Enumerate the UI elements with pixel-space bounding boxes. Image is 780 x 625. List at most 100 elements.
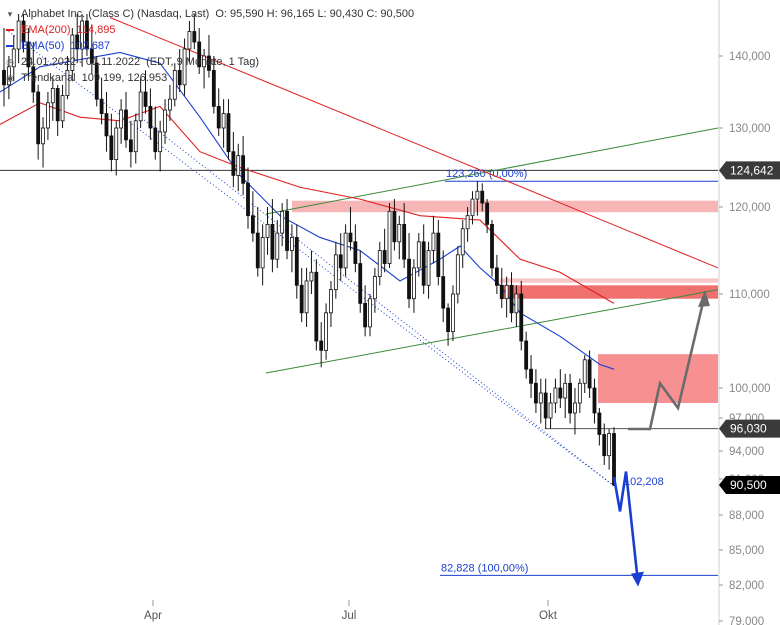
candle-body (280, 210, 285, 234)
legend-ema50[interactable]: EMA(50) 102,687 (6, 38, 414, 54)
candle-body (592, 387, 597, 414)
candle-body (285, 210, 289, 251)
candle-body (260, 237, 265, 269)
candle-body (368, 298, 372, 328)
scenario-arrow-up (628, 293, 707, 431)
clock-icon: ◷ (6, 57, 14, 67)
price-tag-label: 124,642 (730, 163, 774, 177)
candle-body (55, 88, 60, 122)
x-axis: Apr Jul Okt (144, 600, 558, 622)
candle-body (587, 359, 592, 389)
candle-body (343, 232, 348, 269)
trend-channel-lower (265, 289, 719, 374)
period-range: 24.01.2022 - 01.11.2022 (21, 56, 141, 68)
candle-body (309, 271, 314, 282)
x-tick-label: Apr (144, 610, 162, 622)
candle-body (231, 151, 236, 176)
y-axis: 79,00082,00085,00088,00091,00094,00097,0… (718, 0, 771, 625)
candle-body (573, 402, 577, 414)
candle-body (382, 250, 387, 264)
candle-body (255, 232, 260, 269)
target-icon: ◉ (6, 73, 14, 83)
candle-body (597, 412, 602, 435)
candle-body (494, 267, 499, 286)
y-tick-label: 100,000 (729, 383, 771, 395)
y-tick-label: 88,000 (729, 510, 764, 522)
ohlc-values: O: 95,590 H: 96,165 L: 90,430 C: 90,500 (215, 8, 415, 20)
candle-body (363, 302, 368, 328)
period-detail: (EDT, 9 Monate, 1 Tag) (146, 56, 259, 68)
y-tick-label: 79,000 (729, 616, 764, 625)
candle-body (236, 155, 241, 176)
candle-body (348, 232, 353, 243)
candle-body (602, 434, 607, 457)
candle-body (319, 340, 324, 351)
candle-body (451, 293, 455, 332)
candle-body (270, 223, 275, 260)
candle-body (387, 210, 392, 264)
chevron-down-icon[interactable]: ▾ (7, 9, 13, 19)
candle-body (485, 202, 490, 225)
candle-body (104, 113, 109, 137)
candle-body (519, 293, 524, 342)
candle-body (314, 271, 319, 342)
candle-body (353, 241, 358, 264)
zone-rect (500, 278, 718, 283)
candle-body (75, 34, 80, 50)
candle-body (211, 70, 216, 107)
trend-label: Trendkanal (21, 72, 76, 84)
candle-body (2, 70, 6, 86)
candle-body (538, 392, 543, 404)
candle-body (177, 70, 182, 86)
zone-rect (500, 285, 718, 299)
price-tag (719, 419, 780, 438)
candle-body (148, 106, 153, 129)
y-tick-label: 94,000 (729, 446, 764, 458)
y-tick-label: 130,000 (729, 123, 771, 135)
candle-body (26, 41, 31, 68)
candle-body (163, 109, 167, 133)
candle-body (412, 267, 416, 300)
candle-body (577, 382, 582, 404)
candle-body (70, 34, 75, 71)
y-tick-label: 82,000 (729, 580, 764, 592)
candle-body (470, 198, 475, 217)
swing-low-label: 102,208 (624, 476, 664, 488)
candle-body (514, 293, 519, 314)
price-tags: 124,642 96,030 90,500 (719, 161, 780, 494)
candle-body (265, 223, 270, 238)
candle-body (534, 382, 538, 404)
candle-body (197, 41, 202, 68)
candle-body (94, 62, 99, 100)
y-tick-label: 120,000 (729, 202, 771, 214)
candle-body (431, 232, 436, 251)
candle-body (558, 387, 563, 399)
chart-legend: ▾ Alphabet Inc. (Class C) (Nasdaq, Last)… (6, 6, 414, 86)
legend-trendkanal[interactable]: ◉ Trendkanal 109.199, 126.953 (6, 70, 414, 86)
candle-body (324, 312, 328, 351)
candle-body (299, 284, 304, 314)
candle-body (416, 241, 421, 269)
candle-body (133, 120, 138, 153)
candle-body (6, 66, 11, 86)
candle-body (509, 284, 514, 314)
candle-body (441, 276, 446, 309)
candle-body (21, 20, 26, 43)
resistance-line (109, 17, 719, 269)
candle-body (187, 31, 192, 50)
price-tag-label: 90,500 (730, 478, 767, 492)
candle-body (246, 182, 250, 217)
candle-body (475, 190, 480, 200)
candle-body (46, 102, 50, 129)
candle-body (65, 70, 70, 97)
arrow-down-head (631, 571, 644, 587)
candle-body (158, 131, 163, 153)
legend-ema200[interactable]: EMA(200) 114,895 (6, 22, 414, 38)
candle-body (455, 254, 460, 295)
candle-body (89, 48, 94, 64)
candle-body (80, 20, 84, 50)
candle-body (60, 95, 65, 122)
candle-body (543, 392, 548, 419)
candle-body (250, 215, 255, 234)
